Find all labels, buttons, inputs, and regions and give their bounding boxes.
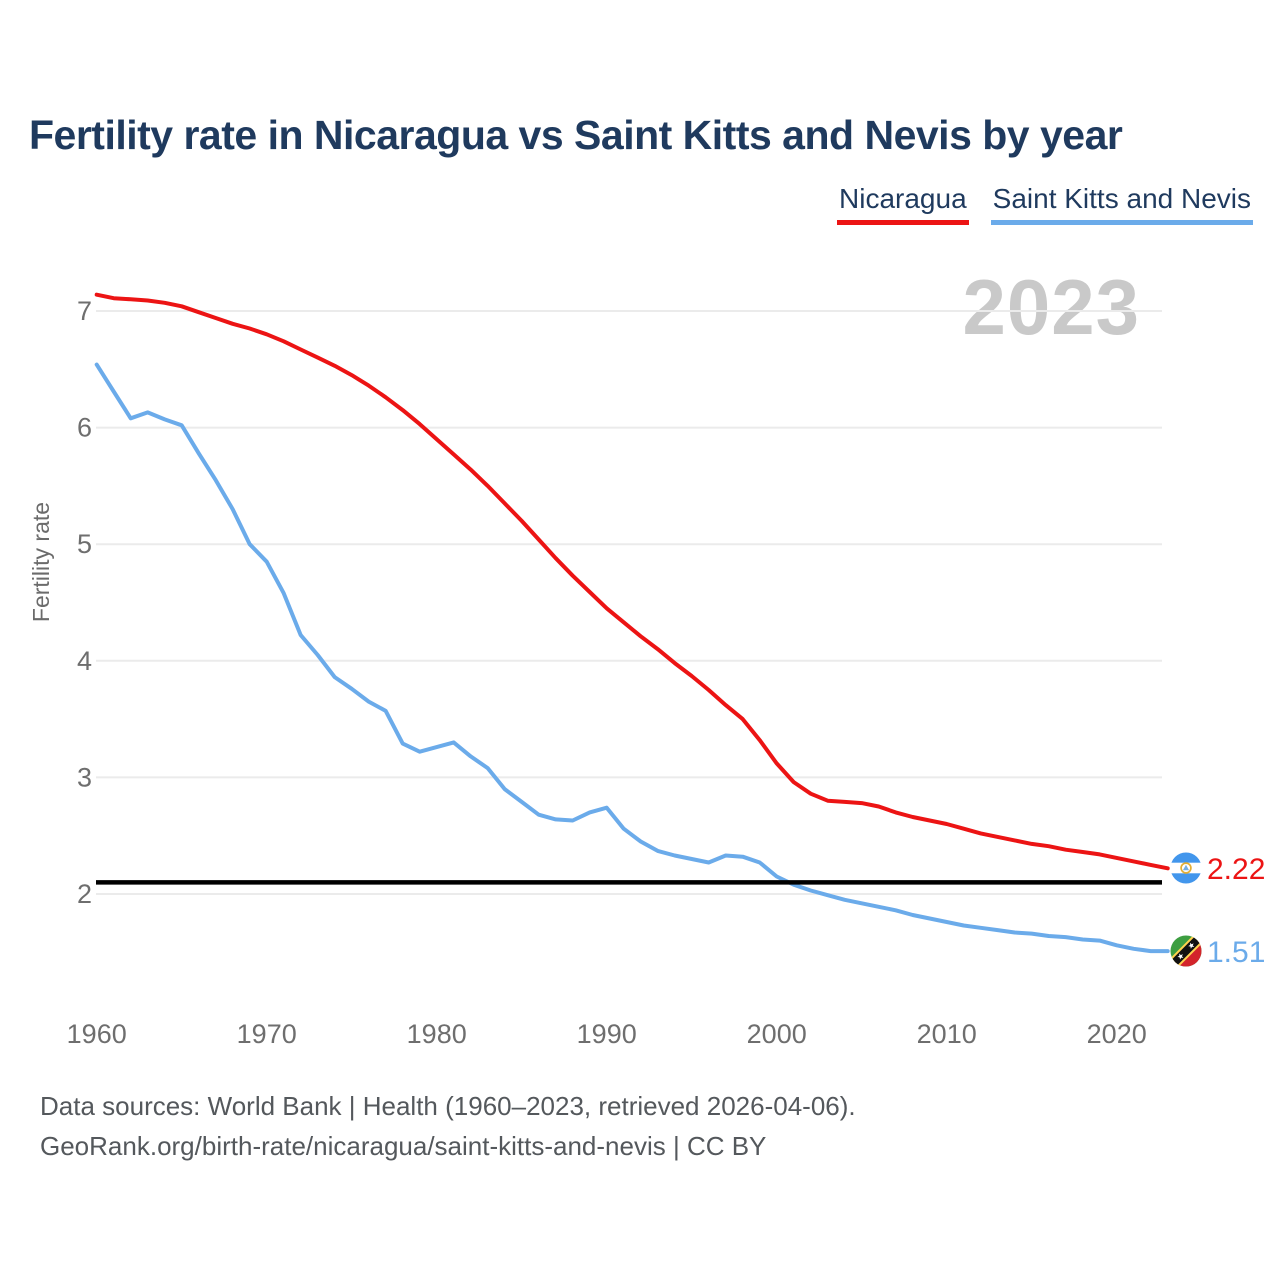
- footer-data-sources: Data sources: World Bank | Health (1960–…: [40, 1091, 856, 1121]
- year-watermark: 2023: [962, 263, 1140, 351]
- footer-attribution: GeoRank.org/birth-rate/nicaragua/saint-k…: [40, 1131, 767, 1161]
- y-tick-5: 5: [77, 529, 92, 559]
- x-tick-2010: 2010: [917, 1019, 977, 1049]
- nicaragua-flag-icon: [1170, 852, 1202, 884]
- page-title: Fertility rate in Nicaragua vs Saint Kit…: [29, 112, 1123, 158]
- x-tick-1990: 1990: [577, 1019, 637, 1049]
- series-line-nicaragua: [94, 292, 1170, 871]
- x-tick-1960: 1960: [67, 1019, 127, 1049]
- y-axis-label: Fertility rate: [28, 502, 54, 622]
- nicaragua-end-value: 2.22: [1207, 853, 1266, 886]
- footer: Data sources: World Bank | Health (1960–…: [40, 1086, 1240, 1166]
- y-tick-7: 7: [77, 296, 92, 326]
- y-tick-4: 4: [77, 646, 92, 676]
- star: [1177, 953, 1184, 960]
- x-tick-1980: 1980: [407, 1019, 467, 1049]
- legend-item-saint-kitts-and-nevis[interactable]: Saint Kitts and Nevis: [990, 183, 1253, 225]
- series-line-saint-kitts-and-nevis: [94, 362, 1170, 954]
- x-tick-2000: 2000: [747, 1019, 807, 1049]
- legend-item-nicaragua[interactable]: Nicaragua: [837, 183, 969, 225]
- x-tick-1970: 1970: [237, 1019, 297, 1049]
- star: [1188, 942, 1195, 949]
- legend: Nicaragua Saint Kitts and Nevis: [837, 183, 1253, 225]
- x-tick-2020: 2020: [1087, 1019, 1147, 1049]
- y-tick-2: 2: [77, 879, 92, 909]
- y-tick-3: 3: [77, 762, 92, 792]
- saint-kitts-and-nevis-flag-icon: [1170, 935, 1202, 967]
- y-tick-6: 6: [77, 413, 92, 443]
- saint-kitts-end-value: 1.51: [1207, 936, 1266, 969]
